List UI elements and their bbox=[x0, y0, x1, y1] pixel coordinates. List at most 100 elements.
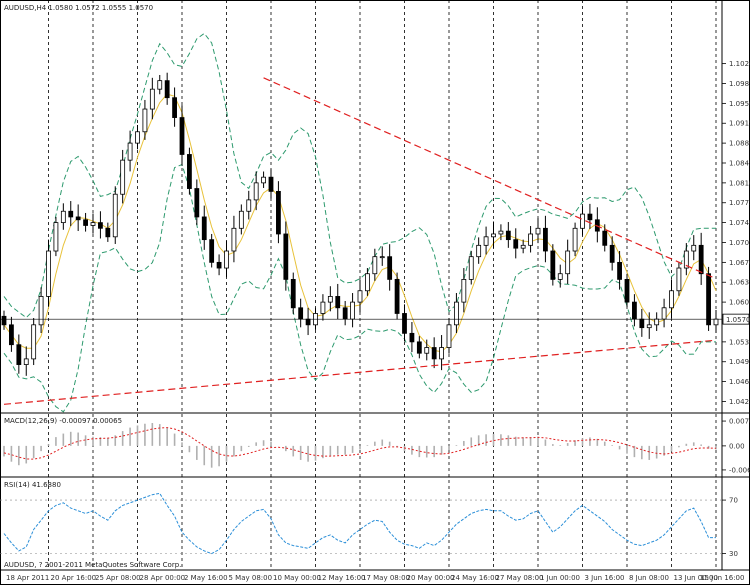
candle-body bbox=[90, 222, 96, 226]
candle-body bbox=[587, 213, 593, 221]
candle-body bbox=[268, 176, 274, 192]
candle-body bbox=[149, 88, 155, 110]
price-tick-label: 1.0530 bbox=[729, 338, 750, 346]
rsi-line bbox=[3, 492, 716, 555]
rsi-panel: 70 30 bbox=[0, 492, 738, 558]
candle-body bbox=[164, 80, 170, 99]
price-tick-label: 1.0880 bbox=[729, 140, 750, 148]
candle-body bbox=[550, 250, 556, 280]
candle-body bbox=[31, 324, 37, 360]
candle-body bbox=[120, 159, 126, 195]
candle-body bbox=[365, 273, 370, 292]
candle-body bbox=[513, 239, 519, 249]
price-tick-label: 1.0600 bbox=[729, 299, 750, 307]
candle-body bbox=[261, 176, 266, 184]
time-axis-label: 17 May 08:00 bbox=[362, 574, 410, 582]
time-axis-label: 24 May 16:00 bbox=[451, 574, 499, 582]
macd-tick-label: -0.00684 bbox=[729, 466, 750, 474]
candle-body bbox=[498, 230, 504, 235]
time-axis-label: 28 Apr 00:00 bbox=[140, 574, 186, 582]
time-axis-label: 20 Apr 16:00 bbox=[51, 574, 97, 582]
candle-body bbox=[580, 213, 585, 229]
bollinger-lower-band bbox=[3, 163, 716, 413]
candle-body bbox=[565, 250, 571, 275]
candle-body bbox=[142, 108, 148, 133]
rsi-tick-label: 30 bbox=[729, 550, 738, 558]
candle-body bbox=[706, 273, 711, 326]
candle-body bbox=[357, 290, 363, 303]
candle-body bbox=[402, 313, 407, 334]
candle-body bbox=[394, 278, 400, 314]
price-tick-label: 1.0775 bbox=[729, 199, 750, 207]
candle-body bbox=[379, 256, 385, 259]
candle-body bbox=[68, 210, 74, 218]
candle-body bbox=[224, 250, 229, 269]
price-tick-label: 1.1020 bbox=[729, 60, 750, 68]
candle-body bbox=[283, 233, 289, 280]
trendline-resistance bbox=[263, 77, 717, 280]
candle-body bbox=[201, 216, 207, 241]
candle-body bbox=[609, 244, 615, 263]
rsi-label: RSI(14) 41.6880 bbox=[4, 481, 61, 489]
candle-body bbox=[424, 347, 430, 354]
price-tick-label: 1.0845 bbox=[729, 159, 750, 167]
candle-body bbox=[105, 227, 111, 238]
price-tick-label: 1.0810 bbox=[729, 179, 750, 187]
chart-title: AUDUSD,H4 1.0580 1.0572 1.0555 1.0570 bbox=[4, 4, 153, 12]
candle-body bbox=[661, 307, 667, 320]
time-axis-label: 10 May 00:00 bbox=[273, 574, 321, 582]
vertical-gridlines bbox=[48, 0, 717, 570]
candle-body bbox=[646, 324, 652, 329]
candle-body bbox=[276, 190, 281, 235]
price-tick-label: 1.0950 bbox=[729, 100, 750, 108]
time-axis-label: 15 Jun 16:00 bbox=[700, 574, 744, 582]
candle-body bbox=[639, 318, 645, 329]
candle-body bbox=[194, 188, 200, 218]
candle-body bbox=[572, 227, 578, 252]
time-axis-label: 27 May 08:00 bbox=[496, 574, 544, 582]
current-price-label: 1.0570 bbox=[726, 316, 750, 324]
candle-body bbox=[16, 344, 22, 365]
candle-body bbox=[454, 301, 459, 326]
price-tick-label: 1.0635 bbox=[729, 279, 750, 287]
candle-body bbox=[342, 307, 348, 320]
candle-body bbox=[409, 332, 415, 343]
candle-body bbox=[335, 296, 341, 309]
candle-body bbox=[320, 301, 326, 314]
time-axis-label: 18 Apr 2011 bbox=[6, 574, 49, 582]
candle-body bbox=[231, 227, 237, 252]
copyright-text: AUDUSD, ? 2001-2011 MetaQuotes Software … bbox=[4, 561, 181, 569]
candle-body bbox=[179, 117, 185, 155]
time-axis-label: 1 Jun 00:00 bbox=[540, 574, 580, 582]
price-tick-label: 1.0670 bbox=[729, 259, 750, 267]
candle-body bbox=[505, 230, 511, 241]
candle-body bbox=[439, 347, 444, 360]
trendline-support bbox=[3, 339, 717, 405]
price-tick-label: 1.0985 bbox=[729, 80, 750, 88]
price-tick-label: 1.0705 bbox=[729, 239, 750, 247]
price-tick-label: 1.0915 bbox=[729, 120, 750, 128]
candle-body bbox=[372, 256, 378, 275]
candle-body bbox=[528, 233, 533, 246]
time-axis-label: 3 Jun 16:00 bbox=[585, 574, 625, 582]
current-price-box bbox=[722, 313, 750, 325]
candle-body bbox=[238, 210, 244, 229]
time-axis-label: 12 May 16:00 bbox=[318, 574, 366, 582]
candle-body bbox=[112, 193, 118, 238]
price-axis-ticks: 1.1020 1.0985 1.0950 1.0915 1.0880 1.0845 1.08… bbox=[722, 60, 750, 406]
time-axis-label: 5 May 08:00 bbox=[229, 574, 273, 582]
macd-signal-line bbox=[3, 427, 717, 460]
candle-body bbox=[632, 301, 637, 320]
candle-body bbox=[698, 244, 704, 275]
candle-body bbox=[431, 347, 437, 360]
candle-body bbox=[543, 227, 548, 252]
candle-body bbox=[535, 227, 541, 235]
time-axis-label: 13 Jun 00:00 bbox=[674, 574, 718, 582]
candle-body bbox=[683, 250, 689, 269]
candle-body bbox=[461, 278, 467, 303]
price-tick-label: 1.0460 bbox=[729, 378, 750, 386]
candle-body bbox=[75, 216, 81, 221]
